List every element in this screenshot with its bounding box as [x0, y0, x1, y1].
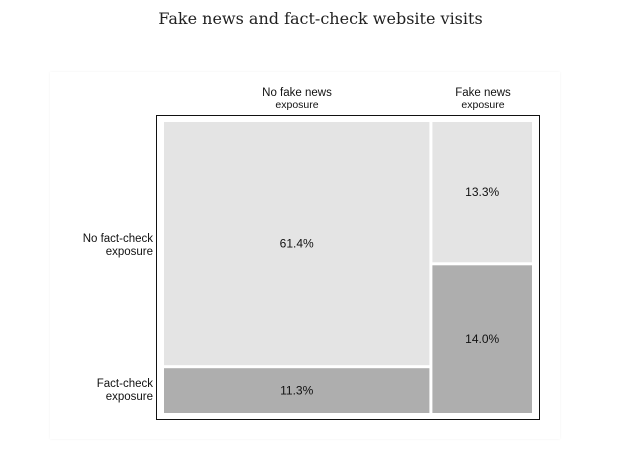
row-label-no-fact-check-line2: exposure — [105, 246, 153, 258]
column-label-fake-news-line2: exposure — [461, 99, 505, 111]
cell-no-fake-news-no-fact-check — [164, 122, 430, 366]
row-label-fact-check-line1: Fact-check — [96, 378, 153, 390]
cell-fake-news-fact-check — [432, 265, 532, 413]
plot-frame — [156, 115, 540, 420]
row-label-fact-check-line2: exposure — [105, 391, 153, 403]
row-label-fact-check: Fact-check exposure — [40, 378, 153, 404]
row-label-no-fact-check-line1: No fact-check — [82, 233, 153, 245]
cell-fake-news-fact-check-label: 14.0% — [465, 332, 499, 346]
column-label-no-fake-news-line1: No fake news — [262, 87, 332, 99]
column-label-fake-news: Fake news exposure — [428, 87, 538, 111]
cell-no-fake-news-fact-check-label: 11.3% — [280, 384, 313, 398]
cell-fake-news-no-fact-check — [432, 122, 532, 263]
cell-fake-news-no-fact-check-label: 13.3% — [465, 185, 499, 199]
cell-no-fake-news-no-fact-check-label: 61.4% — [280, 237, 314, 251]
chart-title: Fake news and fact-check website visits — [158, 9, 483, 28]
column-label-fake-news-line1: Fake news — [455, 87, 511, 99]
column-label-no-fake-news: No fake news exposure — [222, 87, 372, 111]
row-label-no-fact-check: No fact-check exposure — [40, 233, 153, 259]
column-label-no-fake-news-line2: exposure — [275, 99, 319, 111]
cell-no-fake-news-fact-check — [164, 368, 430, 413]
